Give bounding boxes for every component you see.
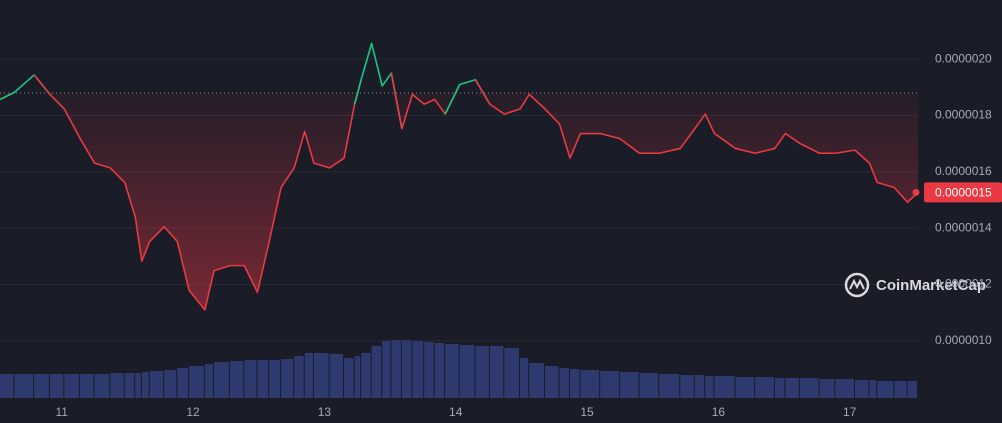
volume-bar [755,377,774,398]
volume-bar [382,341,391,398]
volume-bar [189,366,204,398]
volume-bar [64,374,80,398]
volume-bar [135,373,141,398]
volume-bar [149,371,164,398]
volume-bar [401,340,412,398]
volume-bar [294,356,304,398]
watermark-logo-mark [849,278,865,290]
volume-bar [459,345,475,398]
volume-bar [80,374,94,398]
volume-bar [281,359,294,398]
volume-bar [94,374,110,398]
volume-bar [580,370,600,398]
volume-bar [49,374,64,398]
volume-bar [177,368,189,398]
volume-bar [361,353,371,398]
volume-bar [735,377,755,398]
volume-bar [819,379,835,398]
volume-bar [694,375,705,398]
x-tick-label: 15 [580,405,594,419]
volume-bar [529,363,545,398]
volume-bar [34,374,49,398]
volume-bar [0,374,14,398]
last-price-label: 0.0000015 [935,186,992,200]
volume-bar [869,380,877,398]
y-tick-label: 0.0000016 [935,164,992,178]
volume-bar [445,344,459,398]
y-tick-label: 0.0000014 [935,220,992,234]
volume-bar [424,342,434,398]
volume-bar [894,381,907,398]
volume-bar [504,348,520,398]
volume-bar [391,340,401,398]
last-price-box [924,182,1002,203]
volume-bar [639,373,659,398]
volume-bar [244,360,257,398]
watermark: CoinMarketCap [844,272,986,298]
volume-bar [559,368,569,398]
volume-bar [489,346,504,398]
volume-bar [659,374,680,398]
x-tick-label: 16 [712,405,726,419]
volume-bar [774,378,785,398]
last-point [912,188,920,196]
x-tick-label: 12 [186,405,200,419]
volume-bar [600,371,619,398]
volume-bar [545,366,559,398]
volume-bar [257,360,269,398]
x-tick-label: 14 [449,405,463,419]
watermark-logo [844,272,870,298]
plot [0,42,918,398]
volume-bar [475,346,489,398]
price-line [33,74,362,311]
volume-bar [835,379,854,398]
x-tick-label: 13 [318,405,332,419]
volume-bar [520,358,529,398]
x-tick-label: 17 [843,405,857,419]
y-tick-label: 0.0000012 [935,277,992,291]
price-line [390,73,461,130]
volume-bar [371,346,382,398]
volume-bar [313,353,329,398]
watermark-text: CoinMarketCap [876,277,986,294]
volume-bar [269,360,281,398]
volume-bar [434,343,445,398]
volume-bar [14,374,34,398]
volume-bar [229,361,244,398]
volume-bar [354,356,361,398]
volume-bar [680,375,694,398]
volume-bar [344,358,354,398]
x-tick-label: 11 [55,405,68,419]
area [0,92,918,310]
volume-bar [204,364,214,398]
volume-bar [304,353,313,398]
volume-bar [214,362,229,398]
volume-bar [412,341,424,398]
volume-bar [619,372,639,398]
volume-bar [124,373,135,398]
volume-bar [110,373,124,398]
y-tick-label: 0.0000020 [935,51,992,65]
volume-bar [329,354,344,398]
volume-bar [907,381,917,398]
volume-bar [785,378,799,398]
volume-bar [705,376,714,398]
volume-bar [799,378,819,398]
volume-bar [877,381,894,398]
volume-bar [714,376,735,398]
price-line [474,79,918,204]
volume-bar [141,372,149,398]
volume-bar [569,369,580,398]
y-tick-label: 0.0000018 [935,108,992,122]
volume-bar [164,370,177,398]
y-tick-label: 0.0000010 [935,333,992,347]
volume-bar [854,380,869,398]
